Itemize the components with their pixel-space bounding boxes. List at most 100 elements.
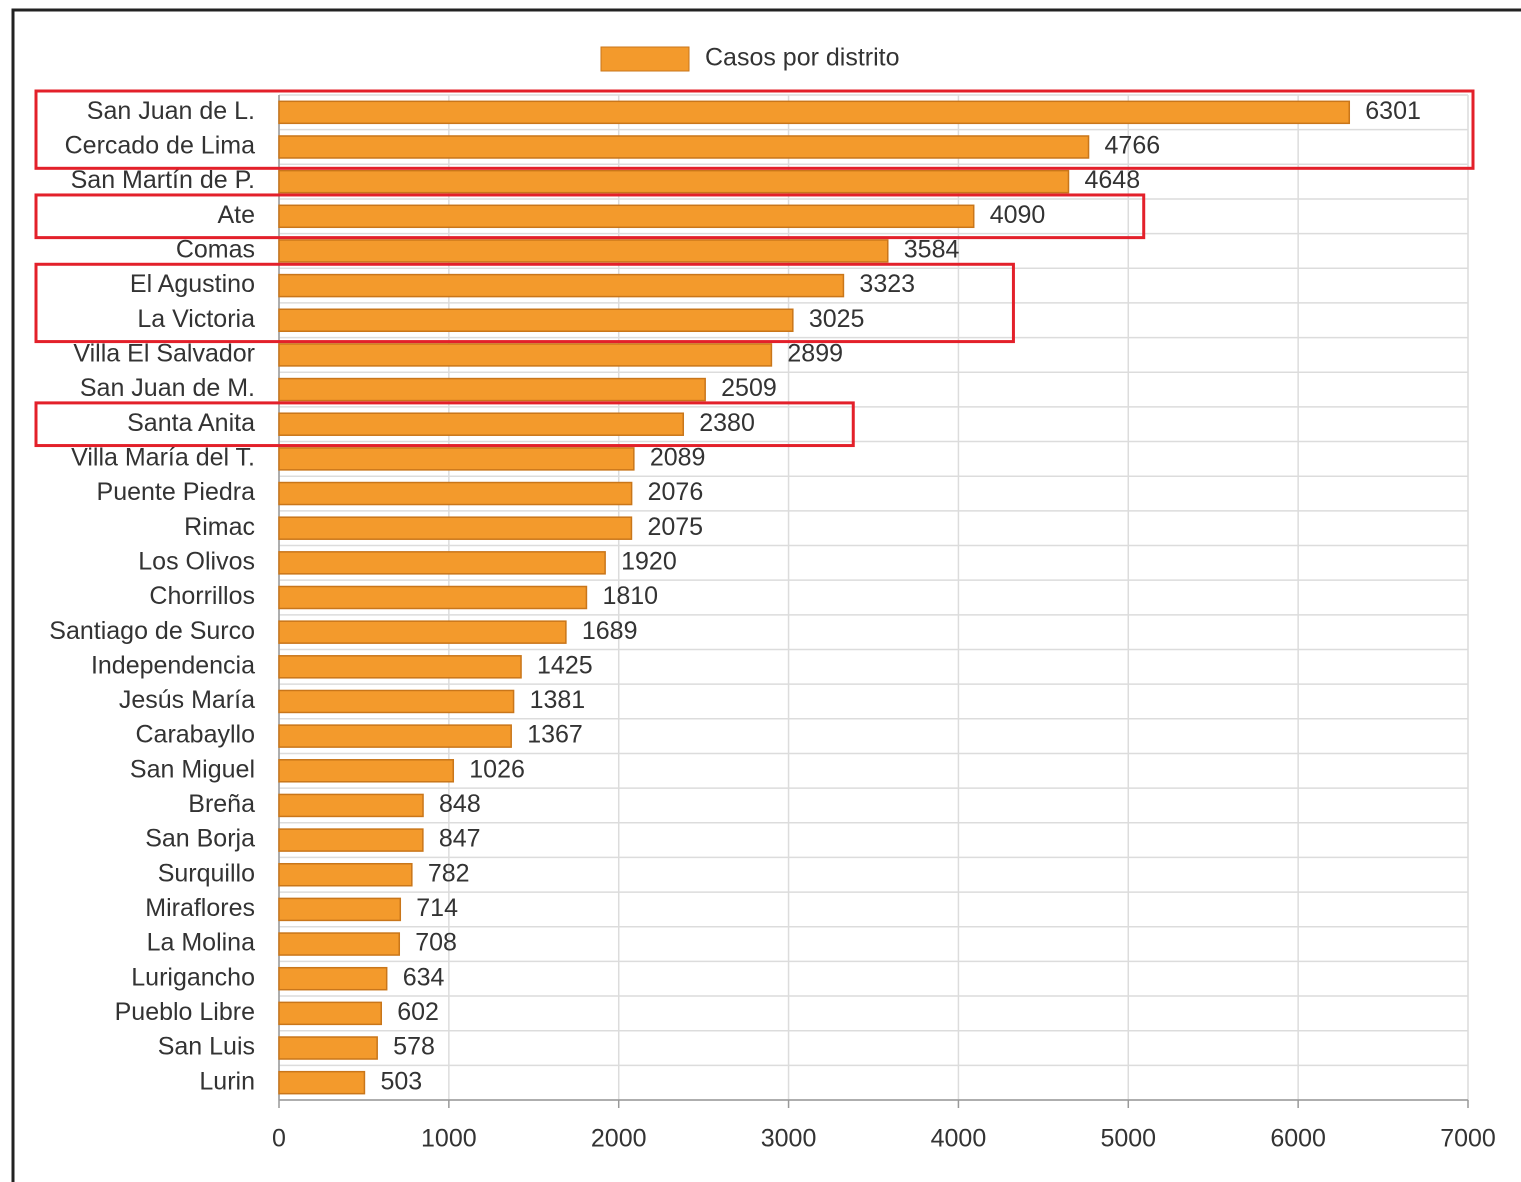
y-tick-label: Ate bbox=[217, 201, 255, 229]
y-tick-label: Surquillo bbox=[158, 859, 255, 887]
value-label: 3584 bbox=[904, 236, 960, 264]
highlight-box bbox=[34, 262, 1015, 344]
value-label: 1689 bbox=[582, 617, 638, 645]
value-label: 4090 bbox=[990, 201, 1046, 229]
value-label: 602 bbox=[397, 998, 439, 1026]
y-tick-label: Pueblo Libre bbox=[115, 998, 255, 1026]
y-tick-label: Comas bbox=[176, 236, 255, 264]
y-tick-label: San Juan de M. bbox=[80, 374, 255, 402]
x-tick-label: 4000 bbox=[931, 1125, 987, 1153]
bar bbox=[278, 377, 706, 402]
value-label: 3025 bbox=[809, 305, 865, 333]
y-tick-label: Cercado de Lima bbox=[65, 132, 255, 160]
value-label: 708 bbox=[415, 929, 457, 957]
y-tick-label: Lurigancho bbox=[131, 963, 255, 991]
y-tick-label: San Miguel bbox=[130, 755, 255, 783]
bar bbox=[278, 1070, 366, 1095]
value-label: 2089 bbox=[650, 443, 706, 471]
frame bbox=[11, 8, 1521, 1182]
bar bbox=[278, 620, 567, 644]
value-label: 848 bbox=[439, 790, 481, 818]
y-tick-label: Santa Anita bbox=[127, 409, 255, 437]
bar bbox=[278, 481, 633, 506]
bar bbox=[278, 932, 401, 956]
value-label: 1810 bbox=[602, 582, 658, 610]
bar bbox=[278, 169, 1070, 194]
value-label: 503 bbox=[380, 1067, 422, 1095]
value-label: 578 bbox=[393, 1033, 435, 1061]
value-label: 1026 bbox=[469, 755, 525, 783]
y-tick-label: Independencia bbox=[91, 651, 255, 679]
y-tick-label: La Molina bbox=[147, 929, 255, 957]
highlight-box bbox=[34, 89, 1475, 170]
y-tick-label: El Agustino bbox=[130, 270, 255, 298]
bar bbox=[278, 585, 588, 610]
bar bbox=[278, 308, 794, 333]
bar bbox=[278, 239, 889, 263]
x-tick-label: 6000 bbox=[1270, 1125, 1326, 1153]
y-tick-label: San Luis bbox=[158, 1033, 255, 1061]
value-label: 782 bbox=[428, 859, 470, 887]
x-tick-label: 5000 bbox=[1100, 1125, 1156, 1153]
y-tick-label: Lurin bbox=[199, 1067, 255, 1095]
bar bbox=[278, 897, 402, 922]
y-tick-label: Puente Piedra bbox=[97, 478, 256, 506]
x-tick-label: 7000 bbox=[1440, 1125, 1496, 1153]
value-label: 2075 bbox=[647, 513, 703, 541]
value-label: 2380 bbox=[699, 409, 755, 437]
bar bbox=[278, 273, 845, 298]
legend-swatch bbox=[600, 46, 690, 72]
y-tick-label: La Victoria bbox=[137, 305, 255, 333]
highlight-box bbox=[34, 401, 855, 448]
value-label: 3323 bbox=[859, 270, 915, 298]
y-tick-label: Miraflores bbox=[145, 894, 255, 922]
x-tick-label: 3000 bbox=[761, 1125, 817, 1153]
x-tick-label: 2000 bbox=[591, 1125, 647, 1153]
bar bbox=[278, 862, 413, 887]
y-tick-label: Jesús María bbox=[119, 686, 255, 714]
value-label: 2899 bbox=[787, 340, 843, 368]
value-label: 1425 bbox=[537, 651, 593, 679]
y-tick-label: Santiago de Surco bbox=[49, 617, 255, 645]
y-tick-label: Rimac bbox=[184, 513, 255, 541]
bar bbox=[278, 1001, 383, 1026]
legend-label: Casos por distrito bbox=[705, 44, 900, 72]
bar bbox=[278, 828, 424, 852]
bar bbox=[278, 655, 522, 679]
y-tick-label: Villa María del T. bbox=[71, 443, 255, 471]
value-label: 4648 bbox=[1084, 166, 1140, 194]
highlight-box bbox=[34, 193, 1146, 240]
y-tick-label: Los Olivos bbox=[138, 547, 255, 575]
y-tick-label: San Martín de P. bbox=[71, 166, 255, 194]
value-label: 714 bbox=[416, 894, 458, 922]
y-tick-label: Carabayllo bbox=[135, 721, 255, 749]
x-tick-label: 0 bbox=[272, 1125, 286, 1153]
value-label: 1367 bbox=[527, 721, 583, 749]
value-label: 6301 bbox=[1365, 97, 1421, 125]
bar bbox=[278, 759, 455, 783]
value-label: 847 bbox=[439, 825, 481, 853]
y-tick-label: Villa El Salvador bbox=[73, 340, 255, 368]
x-tick-label: 1000 bbox=[421, 1125, 477, 1153]
y-tick-label: Breña bbox=[188, 790, 255, 818]
bar bbox=[278, 447, 635, 471]
value-label: 2509 bbox=[721, 374, 777, 402]
bar bbox=[278, 689, 515, 714]
bar bbox=[278, 724, 512, 748]
bar bbox=[278, 551, 606, 575]
bar bbox=[278, 793, 424, 818]
y-tick-label: San Juan de L. bbox=[87, 97, 255, 125]
bar bbox=[278, 412, 685, 436]
bar bbox=[278, 516, 633, 540]
value-label: 1920 bbox=[621, 547, 677, 575]
bar bbox=[278, 135, 1090, 159]
value-label: 634 bbox=[403, 963, 445, 991]
bar bbox=[278, 966, 388, 991]
value-label: 1381 bbox=[530, 686, 586, 714]
y-tick-label: San Borja bbox=[145, 825, 255, 853]
value-label: 2076 bbox=[648, 478, 704, 506]
bar bbox=[278, 343, 773, 367]
bar bbox=[278, 1036, 378, 1060]
bar bbox=[278, 204, 975, 229]
